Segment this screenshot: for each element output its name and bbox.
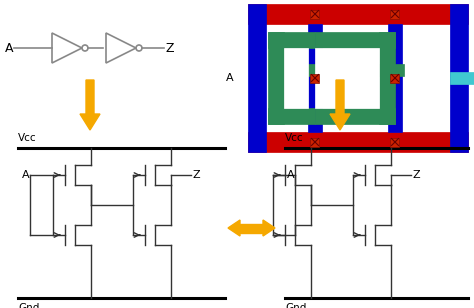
Bar [315, 48, 379, 108]
Bar [391, 137, 400, 147]
Text: Z: Z [166, 42, 174, 55]
Bar [306, 64, 404, 76]
Polygon shape [228, 220, 240, 236]
FancyArrow shape [80, 80, 100, 130]
Bar [248, 4, 468, 24]
Text: A: A [227, 73, 234, 83]
Text: Vcc: Vcc [18, 133, 36, 143]
Bar [388, 24, 402, 132]
Bar [315, 108, 395, 124]
Bar [308, 24, 322, 132]
Text: Vcc: Vcc [285, 133, 304, 143]
Bar [310, 74, 319, 83]
Bar [248, 4, 266, 152]
Text: A: A [5, 42, 13, 55]
Text: Z: Z [413, 170, 420, 180]
Text: Z: Z [193, 170, 201, 180]
Text: Gnd: Gnd [285, 303, 306, 308]
Bar [391, 10, 400, 18]
Bar [315, 32, 395, 48]
Bar [268, 32, 284, 124]
Polygon shape [263, 220, 275, 236]
Bar [284, 48, 308, 108]
Bar [391, 74, 400, 83]
Bar [268, 32, 315, 48]
FancyArrow shape [330, 80, 350, 130]
Bar [379, 32, 395, 124]
Bar [310, 137, 319, 147]
Bar [248, 132, 468, 152]
Bar [450, 72, 474, 84]
Text: A: A [22, 170, 29, 180]
Bar [450, 4, 468, 152]
Text: Gnd: Gnd [18, 303, 39, 308]
Bar [268, 108, 315, 124]
Text: A: A [287, 170, 295, 180]
Bar [310, 10, 319, 18]
Bar [240, 224, 263, 233]
